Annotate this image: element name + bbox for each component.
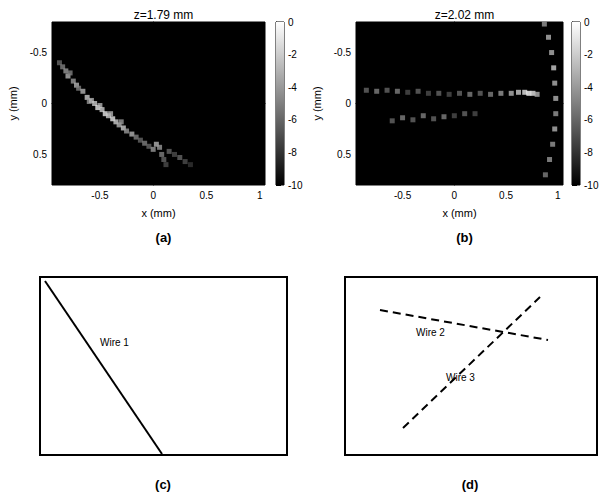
svg-text:-4: -4 [288,82,297,93]
svg-text:1: 1 [555,190,561,201]
svg-text:0: 0 [584,17,590,28]
svg-text:-6: -6 [288,114,297,125]
svg-text:(d): (d) [462,477,479,492]
svg-text:0: 0 [452,190,458,201]
svg-text:-0.5: -0.5 [394,190,412,201]
svg-text:0.5: 0.5 [499,190,513,201]
svg-text:y (mm): y (mm) [311,86,323,120]
svg-text:-6: -6 [584,114,593,125]
svg-text:0: 0 [345,98,351,109]
svg-text:y (mm): y (mm) [7,86,19,120]
svg-text:(b): (b) [456,230,473,245]
svg-text:-2: -2 [288,49,297,60]
svg-text:-4: -4 [584,82,593,93]
svg-text:z=1.79 mm: z=1.79 mm [134,8,194,22]
svg-text:0: 0 [288,17,294,28]
svg-text:x (mm): x (mm) [141,207,175,219]
svg-text:Wire 3: Wire 3 [446,372,475,383]
svg-text:-0.5: -0.5 [91,190,109,201]
svg-text:-0.5: -0.5 [334,47,352,58]
svg-text:(c): (c) [155,477,171,492]
svg-text:z=2.02 mm: z=2.02 mm [435,8,495,22]
svg-text:(a): (a) [156,230,172,245]
svg-text:0.5: 0.5 [33,149,47,160]
svg-text:-10: -10 [584,180,599,191]
svg-text:x (mm): x (mm) [442,207,476,219]
svg-text:Wire 1: Wire 1 [100,337,129,348]
svg-text:0.5: 0.5 [199,190,213,201]
svg-text:0.5: 0.5 [337,149,351,160]
svg-text:-2: -2 [584,49,593,60]
svg-text:1: 1 [257,190,263,201]
svg-text:-8: -8 [584,147,593,158]
svg-text:0: 0 [150,190,156,201]
svg-text:-10: -10 [288,180,303,191]
svg-text:-8: -8 [288,147,297,158]
svg-text:-0.5: -0.5 [30,47,48,58]
svg-text:Wire 2: Wire 2 [416,327,445,338]
svg-text:0: 0 [41,98,47,109]
